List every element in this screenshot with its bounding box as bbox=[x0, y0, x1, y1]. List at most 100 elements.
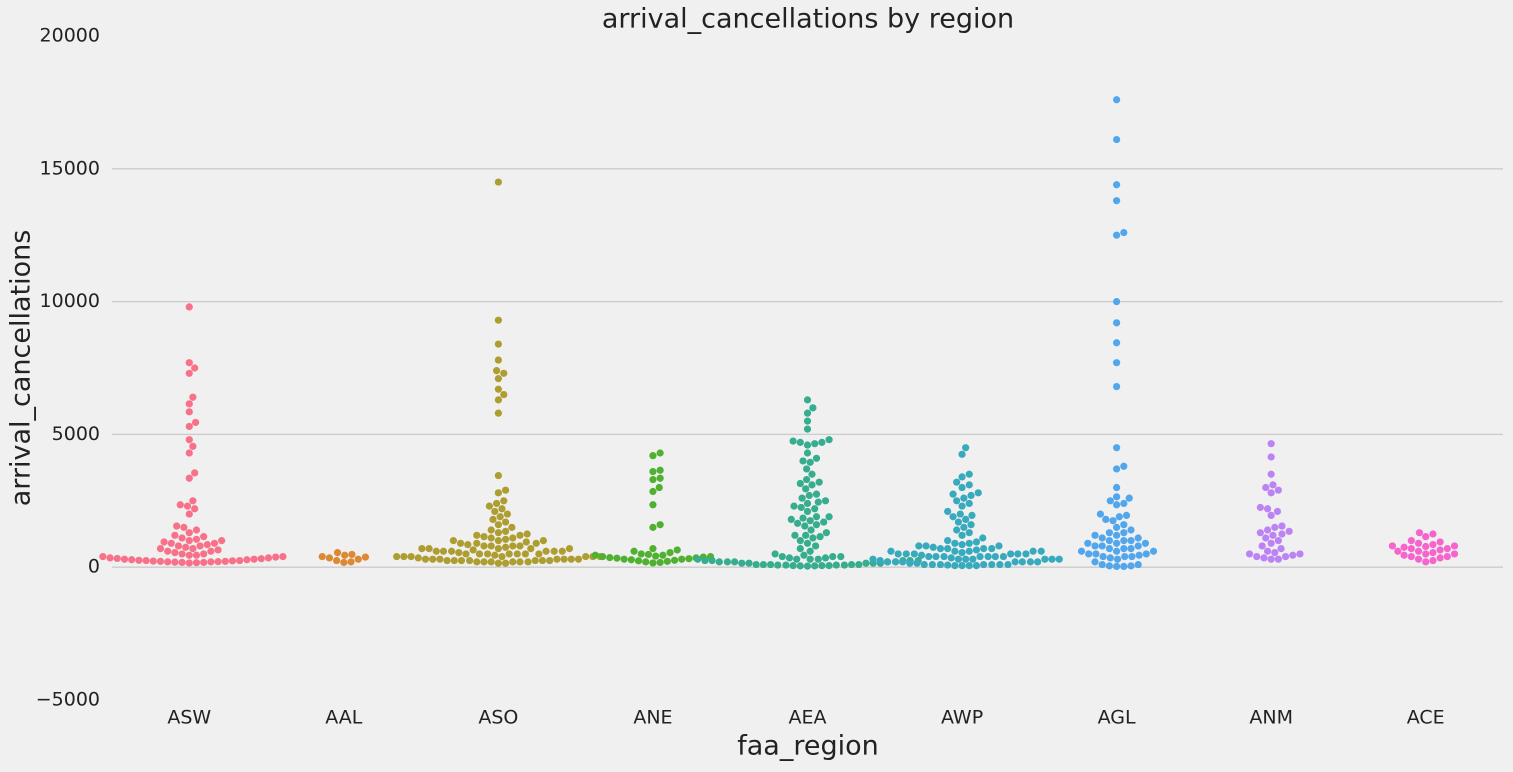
dot bbox=[210, 539, 219, 547]
dot bbox=[501, 535, 510, 543]
dot bbox=[1113, 339, 1121, 347]
dot bbox=[491, 551, 499, 559]
dot bbox=[1414, 555, 1423, 563]
dot bbox=[715, 558, 723, 566]
dot bbox=[613, 554, 621, 562]
dot bbox=[656, 521, 664, 529]
dot bbox=[947, 554, 955, 562]
dot bbox=[218, 537, 226, 545]
dot bbox=[257, 555, 265, 563]
dot bbox=[796, 545, 804, 553]
dot bbox=[899, 558, 907, 566]
dot bbox=[439, 547, 448, 555]
dot bbox=[457, 556, 466, 565]
dot bbox=[958, 541, 966, 549]
dot bbox=[494, 178, 502, 186]
dot bbox=[1113, 501, 1121, 509]
dot bbox=[656, 474, 664, 482]
dot bbox=[200, 550, 208, 558]
dot bbox=[414, 554, 422, 562]
dot bbox=[1274, 537, 1282, 545]
dot bbox=[1120, 529, 1128, 537]
dot bbox=[1105, 529, 1114, 537]
dot bbox=[1113, 547, 1121, 555]
dot bbox=[494, 545, 502, 553]
dot bbox=[659, 551, 667, 559]
dot bbox=[494, 375, 502, 383]
dot bbox=[1422, 542, 1430, 551]
dot bbox=[958, 502, 966, 510]
dot bbox=[135, 556, 143, 564]
dot bbox=[1289, 551, 1297, 559]
dot bbox=[803, 499, 812, 508]
dot bbox=[798, 494, 806, 502]
dot bbox=[972, 538, 981, 546]
dot bbox=[496, 513, 504, 521]
dot bbox=[1125, 494, 1133, 502]
dot bbox=[546, 556, 554, 565]
dot bbox=[483, 550, 492, 558]
dot bbox=[531, 556, 539, 565]
dot bbox=[656, 449, 664, 457]
dot bbox=[185, 400, 193, 408]
dot bbox=[425, 545, 433, 553]
dot bbox=[485, 502, 493, 510]
dot bbox=[812, 542, 820, 550]
dot bbox=[1267, 489, 1275, 497]
dot bbox=[642, 558, 650, 566]
dot bbox=[494, 471, 502, 480]
dot bbox=[432, 547, 440, 555]
y-tick-label: 20000 bbox=[40, 25, 100, 47]
dot bbox=[1113, 493, 1121, 501]
dot bbox=[156, 557, 165, 565]
dot bbox=[1262, 483, 1270, 492]
dot bbox=[965, 547, 973, 555]
dot bbox=[809, 534, 817, 542]
dot bbox=[936, 560, 945, 569]
dot bbox=[731, 558, 739, 566]
dot bbox=[953, 497, 961, 505]
dot bbox=[949, 490, 957, 498]
dot bbox=[869, 555, 877, 563]
y-tick-label: 15000 bbox=[40, 157, 100, 179]
dot bbox=[913, 559, 921, 567]
dot bbox=[185, 303, 193, 311]
dot bbox=[185, 510, 193, 518]
dot bbox=[487, 534, 495, 542]
dot bbox=[1443, 545, 1451, 553]
dot bbox=[189, 442, 197, 450]
dot bbox=[1120, 462, 1128, 470]
dot bbox=[808, 470, 816, 478]
dot bbox=[670, 556, 679, 564]
dot bbox=[550, 547, 558, 555]
dot bbox=[1105, 545, 1114, 553]
dot bbox=[818, 562, 826, 570]
dot bbox=[521, 550, 529, 558]
dot bbox=[1121, 552, 1129, 561]
dot bbox=[1429, 556, 1437, 565]
dot bbox=[954, 555, 963, 563]
dot bbox=[1113, 539, 1121, 547]
dot bbox=[811, 562, 819, 570]
dot bbox=[1422, 533, 1430, 541]
dot bbox=[1007, 550, 1015, 558]
dot bbox=[778, 552, 786, 561]
x-tick-label: ANM bbox=[1249, 707, 1293, 729]
dot bbox=[473, 531, 481, 539]
dot bbox=[910, 550, 918, 558]
dot bbox=[1267, 539, 1275, 547]
dot bbox=[487, 526, 495, 534]
dot bbox=[1422, 558, 1430, 566]
dot bbox=[967, 491, 975, 500]
dot bbox=[891, 558, 900, 566]
dot bbox=[925, 552, 933, 561]
dot bbox=[465, 556, 474, 565]
dot bbox=[565, 545, 574, 553]
dot bbox=[799, 514, 807, 522]
dot bbox=[480, 542, 488, 550]
dot bbox=[498, 505, 506, 513]
dot bbox=[1422, 550, 1430, 558]
dot bbox=[1109, 517, 1117, 525]
dot bbox=[815, 478, 823, 486]
dot bbox=[793, 555, 801, 563]
